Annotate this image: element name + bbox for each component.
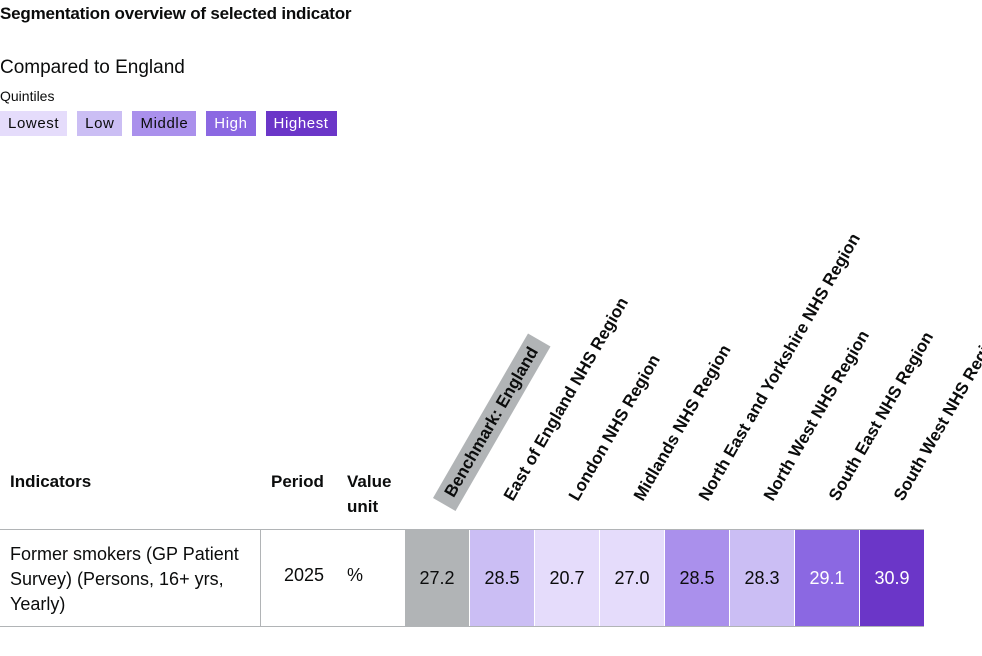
column-divider <box>260 530 261 626</box>
legend-item-lowest: Lowest <box>0 111 68 136</box>
legend-label: Quintiles <box>0 88 55 104</box>
legend-item-middle: Middle <box>132 111 197 136</box>
period-header[interactable]: Period <box>271 472 324 491</box>
comparison-label: Compared to England <box>0 57 185 78</box>
value-unit-header[interactable]: Value unit <box>347 472 392 516</box>
value-cell-south-east: 29.1 <box>795 530 860 626</box>
page-title: Segmentation overview of selected indica… <box>0 4 352 23</box>
value-cell-north-east-yorkshire: 28.5 <box>665 530 730 626</box>
value-cell-north-west: 28.3 <box>730 530 795 626</box>
value-cell-benchmark: 27.2 <box>405 530 470 626</box>
quintile-legend: Lowest Low Middle High Highest <box>0 111 337 136</box>
value-cell-south-west: 30.9 <box>860 530 925 626</box>
indicator-name[interactable]: Former smokers (GP Patient Survey) (Pers… <box>10 544 239 614</box>
unit-value: % <box>347 565 364 585</box>
indicators-header[interactable]: Indicators <box>10 472 92 491</box>
value-cell-midlands: 27.0 <box>600 530 665 626</box>
column-header-benchmark[interactable]: Benchmark: England <box>433 333 551 511</box>
period-value: 2025 <box>283 565 325 585</box>
column-header-south-west[interactable]: South West NHS Region <box>889 324 982 504</box>
legend-item-low: Low <box>77 111 123 136</box>
legend-item-highest: Highest <box>265 111 337 136</box>
table-row: Former smokers (GP Patient Survey) (Pers… <box>0 529 925 627</box>
value-cell-london: 20.7 <box>535 530 600 626</box>
legend-item-high: High <box>206 111 256 136</box>
value-cell-east-of-england: 28.5 <box>470 530 535 626</box>
